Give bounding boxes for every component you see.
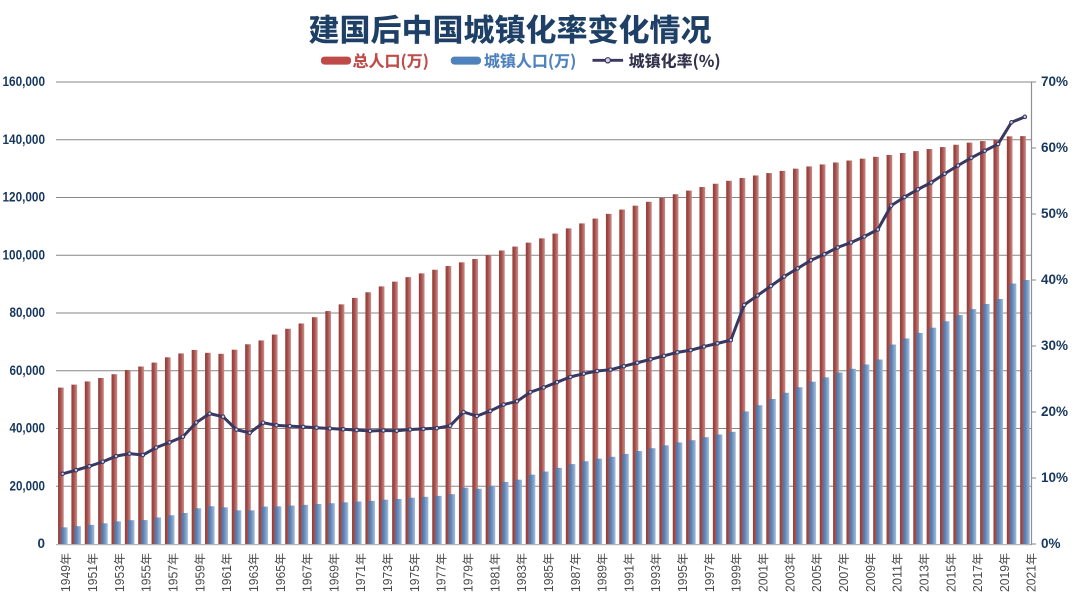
svg-text:2005: 2005: [810, 565, 824, 592]
svg-text:1963: 1963: [247, 565, 261, 592]
svg-text:1951: 1951: [86, 565, 100, 592]
svg-text:1977: 1977: [435, 565, 449, 592]
svg-text:1985: 1985: [542, 565, 556, 592]
svg-text:2017: 2017: [971, 565, 985, 592]
svg-text:1999: 1999: [730, 565, 744, 592]
svg-text:1971: 1971: [354, 565, 368, 592]
svg-text:1967: 1967: [301, 565, 315, 592]
svg-text:120,000: 120,000: [3, 190, 46, 205]
svg-text:140,000: 140,000: [3, 132, 46, 147]
svg-text:2007: 2007: [837, 565, 851, 592]
svg-text:1959: 1959: [193, 565, 207, 592]
svg-text:1953: 1953: [113, 565, 127, 592]
svg-text:1969: 1969: [327, 565, 341, 592]
svg-text:1987: 1987: [569, 565, 583, 592]
svg-text:1983: 1983: [515, 565, 529, 592]
svg-text:20%: 20%: [1041, 404, 1068, 419]
svg-text:1965: 1965: [274, 565, 288, 592]
svg-text:1979: 1979: [462, 565, 476, 592]
svg-text:2013: 2013: [917, 565, 931, 592]
svg-text:70%: 70%: [1041, 74, 1068, 89]
svg-text:40%: 40%: [1041, 272, 1068, 287]
svg-text:1961: 1961: [220, 565, 234, 592]
svg-text:2009: 2009: [864, 565, 878, 592]
svg-text:60,000: 60,000: [10, 363, 46, 378]
svg-text:2019: 2019: [998, 565, 1012, 592]
svg-text:160,000: 160,000: [3, 74, 46, 89]
svg-text:1973: 1973: [381, 565, 395, 592]
svg-text:0%: 0%: [1041, 536, 1061, 551]
svg-text:40,000: 40,000: [10, 421, 46, 436]
svg-text:10%: 10%: [1041, 470, 1068, 485]
svg-text:50%: 50%: [1041, 206, 1068, 221]
svg-text:80,000: 80,000: [10, 305, 46, 320]
svg-text:0: 0: [37, 536, 45, 551]
svg-text:2011: 2011: [891, 565, 905, 592]
svg-text:20,000: 20,000: [10, 478, 46, 493]
svg-text:2021: 2021: [1025, 565, 1039, 592]
svg-text:60%: 60%: [1041, 140, 1068, 155]
svg-text:2003: 2003: [783, 565, 797, 592]
svg-text:30%: 30%: [1041, 338, 1068, 353]
svg-text:1997: 1997: [703, 565, 717, 592]
svg-text:1955: 1955: [140, 565, 154, 592]
svg-text:2015: 2015: [944, 565, 958, 592]
svg-text:1991: 1991: [622, 565, 636, 592]
svg-text:1981: 1981: [488, 565, 502, 592]
svg-text:1975: 1975: [408, 565, 422, 592]
svg-text:1949: 1949: [59, 565, 73, 592]
svg-text:1995: 1995: [676, 565, 690, 592]
svg-text:1993: 1993: [649, 565, 663, 592]
svg-text:1989: 1989: [596, 565, 610, 592]
svg-text:1957: 1957: [166, 565, 180, 592]
svg-text:2001: 2001: [757, 565, 771, 592]
svg-text:100,000: 100,000: [3, 247, 46, 262]
